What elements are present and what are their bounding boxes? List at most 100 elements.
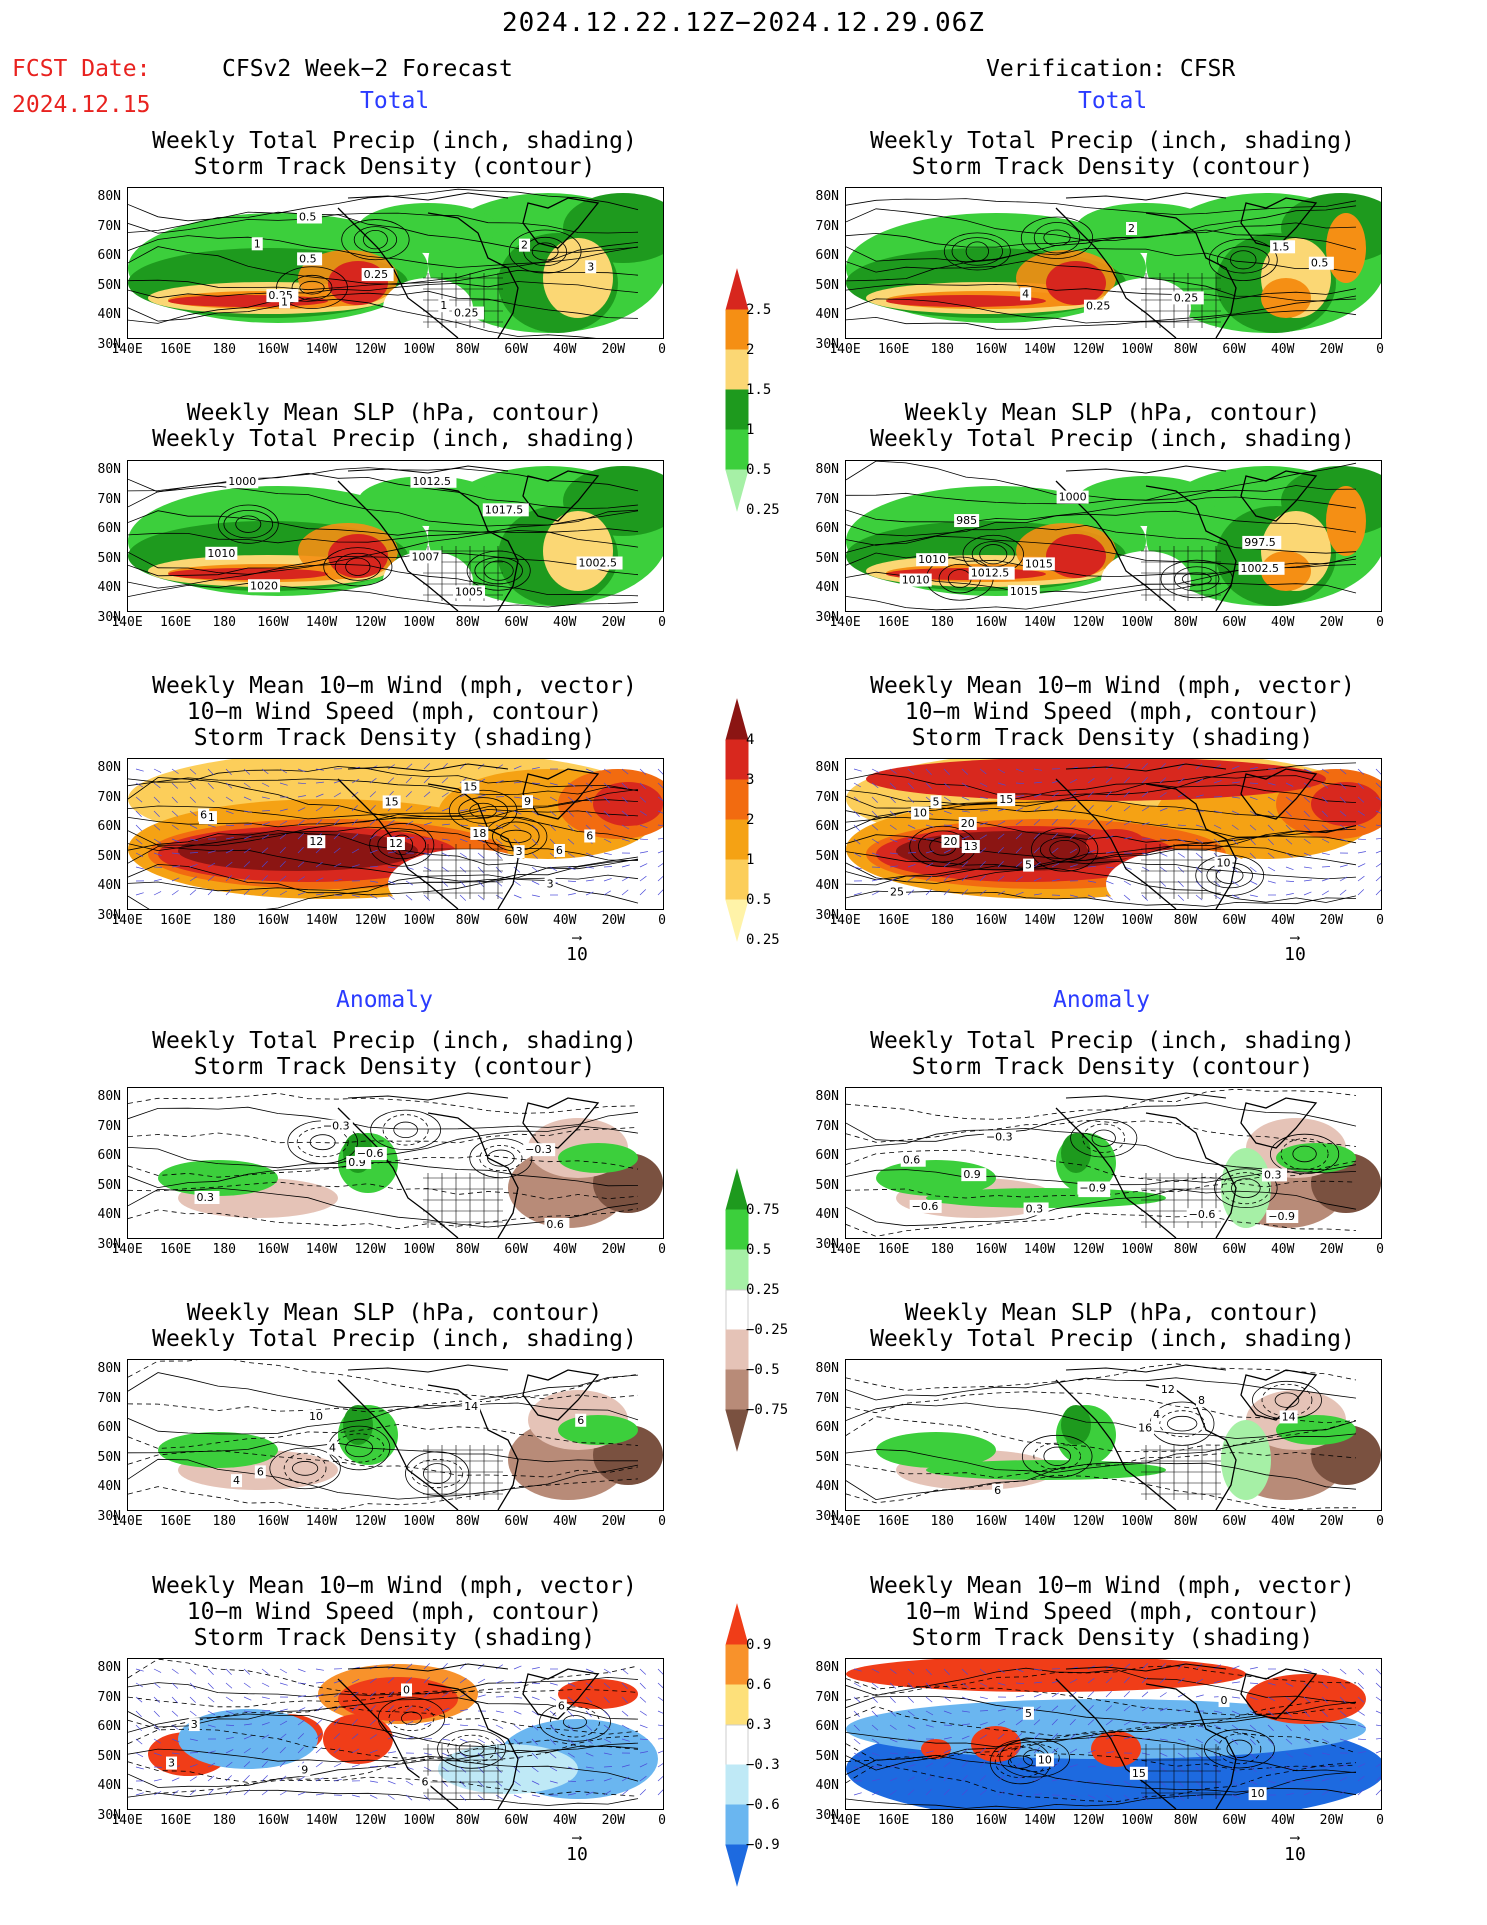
contour-line <box>351 1794 360 1798</box>
contour-line <box>225 889 232 896</box>
contour-line <box>279 1708 288 1712</box>
contour-line <box>907 1738 916 1741</box>
contour-loop <box>223 509 274 539</box>
contour-line <box>1321 1766 1331 1768</box>
lat-tick-label: 80N <box>97 462 121 477</box>
contour-line <box>1033 781 1042 784</box>
panel-title-line: 10−m Wind Speed (mph, contour) <box>186 699 603 725</box>
contour-line <box>853 892 862 896</box>
svg-text:4: 4 <box>1153 1408 1160 1421</box>
lat-tick-label: 60N <box>815 248 839 263</box>
contour-line <box>1105 791 1112 798</box>
contour-line <box>1267 782 1276 786</box>
contour-line <box>495 1664 503 1670</box>
contour-line <box>1123 1705 1131 1712</box>
contour-line <box>907 876 915 882</box>
contour-line <box>495 1738 503 1745</box>
contour-line <box>846 799 1357 823</box>
contour-line <box>997 808 1006 812</box>
contour-line <box>639 1763 648 1768</box>
contour-line <box>639 1775 647 1782</box>
contour-line <box>621 889 629 896</box>
contour-line <box>889 810 897 817</box>
contour-label: 3 <box>513 845 525 859</box>
contour-line <box>1339 768 1347 775</box>
lon-tick-label: 40W <box>1270 913 1295 928</box>
lat-tick-label: 30N <box>97 907 121 923</box>
contour-line <box>1231 838 1239 845</box>
lon-tick-label: 140E <box>111 1514 143 1529</box>
contour-line <box>513 1665 522 1670</box>
contour-line <box>1249 824 1257 831</box>
contour-line <box>603 810 610 817</box>
contour-line <box>1177 866 1185 873</box>
panel-title-line: Weekly Mean SLP (hPa, contour) <box>186 400 603 426</box>
contour-line <box>1303 1696 1311 1703</box>
svg-text:14: 14 <box>464 1400 478 1413</box>
contour-line <box>135 866 144 870</box>
contour-line <box>997 782 1006 786</box>
contour-line <box>495 1752 502 1759</box>
contour-line <box>889 1710 897 1717</box>
contour-line <box>621 876 630 882</box>
contour-line <box>405 805 413 812</box>
contour-line <box>1051 1778 1060 1782</box>
colorbar-label: 0.75 <box>746 1202 780 1218</box>
lon-tick-label: 0 <box>1376 913 1384 928</box>
panel-title-line: Storm Track Density (shading) <box>911 725 1314 751</box>
contour-line <box>1321 1710 1328 1717</box>
contour-line <box>531 852 538 859</box>
contour-line <box>549 1752 557 1759</box>
contour-line <box>943 824 953 826</box>
contour-line <box>1285 838 1293 845</box>
shading-region <box>328 534 388 578</box>
lon-tick-label: 40W <box>1270 615 1295 630</box>
svg-text:1: 1 <box>281 295 288 308</box>
contour-line <box>1141 1722 1150 1726</box>
contour-line <box>459 1709 468 1712</box>
contour-label: 1002.5 <box>1238 561 1285 575</box>
lon-tick-label: 20W <box>601 913 626 928</box>
contour-line <box>1303 838 1311 844</box>
contour-label: 6 <box>575 1413 587 1427</box>
contour-line <box>621 1724 630 1730</box>
lat-tick-label: 40N <box>97 1207 121 1222</box>
svg-text:12: 12 <box>309 835 323 848</box>
contour-line <box>1339 864 1348 868</box>
contour-line <box>135 1710 142 1717</box>
contour-loop <box>235 515 262 533</box>
contour-line <box>1069 864 1078 868</box>
shading-region <box>1046 261 1106 305</box>
svg-text:1010: 1010 <box>902 574 930 587</box>
contour-line <box>1357 838 1367 841</box>
contour-line <box>405 777 412 784</box>
contour-line <box>961 1682 969 1688</box>
total-label-right: Total <box>1078 88 1148 114</box>
svg-text:−0.3: −0.3 <box>525 1143 552 1156</box>
contour-line <box>351 864 360 868</box>
lat-tick-label: 60N <box>97 1420 121 1435</box>
contour-line <box>997 861 1004 868</box>
colorbar-total_storm <box>725 698 749 942</box>
contour-loop <box>1230 250 1257 270</box>
contour-line <box>1015 782 1025 785</box>
contour-line <box>1105 1719 1113 1726</box>
contour-line <box>207 1750 216 1754</box>
contour-line <box>423 1722 432 1726</box>
contour-line <box>459 1766 467 1773</box>
contour-line <box>846 1402 1357 1439</box>
contour-line <box>961 875 968 882</box>
contour-line <box>495 780 504 784</box>
contour-line <box>979 796 988 800</box>
contour-label: 1010 <box>205 546 238 560</box>
contour-line <box>1195 763 1203 770</box>
svg-text:−0.3: −0.3 <box>323 1120 350 1133</box>
contour-line <box>495 838 503 845</box>
contour-line <box>243 768 251 775</box>
contour-line <box>243 796 252 801</box>
lon-tick-label: 160W <box>257 1242 289 1257</box>
contour-line <box>1069 805 1076 812</box>
contour-line <box>907 1776 915 1782</box>
shading-region <box>1086 829 1146 859</box>
contour-line <box>225 1749 234 1754</box>
